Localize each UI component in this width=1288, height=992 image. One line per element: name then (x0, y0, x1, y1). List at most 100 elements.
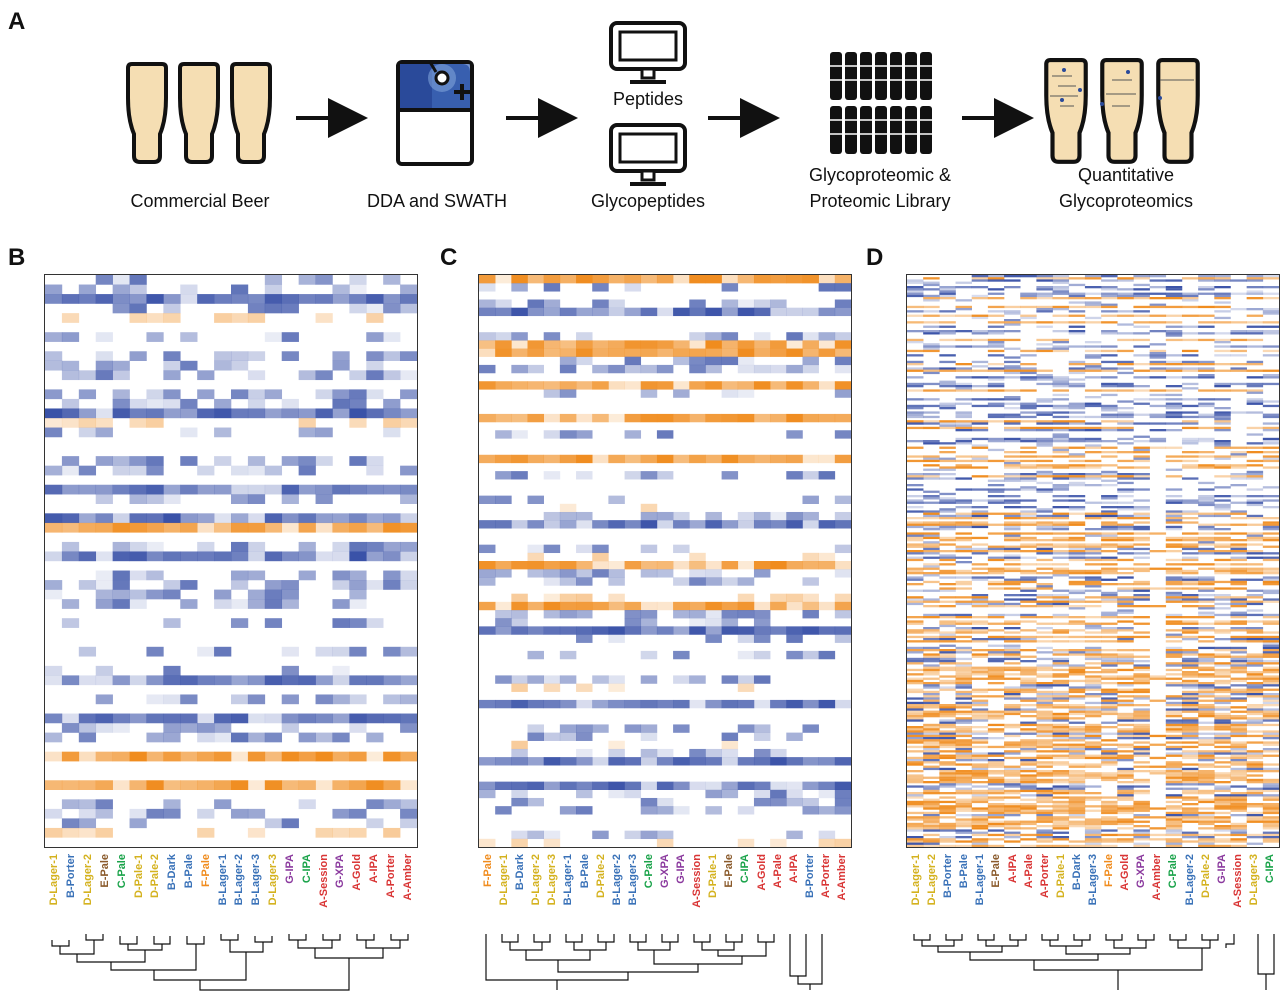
heatmap-cell (971, 730, 989, 733)
heatmap-cell (576, 610, 593, 619)
heatmap-cell (955, 376, 972, 379)
heatmap-cell (1052, 305, 1070, 309)
heatmap-cell (1214, 829, 1231, 832)
heatmap-cell (1214, 794, 1231, 797)
heatmap-cell (112, 751, 130, 762)
heatmap-cell (576, 781, 593, 790)
heatmap-cell (129, 570, 147, 581)
heatmap-cell (971, 598, 989, 601)
heatmap-cell (939, 785, 956, 788)
heatmap-cell (366, 389, 384, 400)
heatmap-cell (971, 800, 989, 804)
heatmap-cell (1052, 297, 1070, 300)
heatmap-cell (1230, 668, 1247, 672)
heatmap-cell (955, 646, 972, 650)
heatmap-cell (907, 341, 924, 344)
heatmap-cell (1036, 818, 1053, 821)
heatmap-cell (923, 572, 940, 575)
heatmap-cell (180, 713, 198, 724)
heatmap-cell (737, 781, 755, 790)
heatmap-cell (1262, 415, 1279, 419)
heatmap-cell (987, 728, 1005, 731)
heatmap-cell (1068, 301, 1086, 304)
heatmap-cell (1052, 635, 1070, 639)
heatmap-cell (129, 780, 147, 790)
heatmap-cell (1101, 761, 1118, 764)
heatmap-cell (689, 748, 706, 758)
heatmap-cell (1117, 684, 1134, 687)
heatmap-cell (61, 723, 80, 733)
heatmap-cell (1198, 710, 1215, 713)
heatmap-cell (1262, 459, 1279, 463)
heatmap-cell (146, 551, 164, 562)
heatmap-cell (971, 294, 989, 298)
heatmap-cell (1004, 462, 1021, 465)
heatmap-cell (1198, 818, 1215, 821)
heatmap-cell (1084, 798, 1102, 801)
heatmap-cell (1036, 726, 1053, 729)
heatmap-cell (1165, 752, 1183, 755)
heatmap-cell (907, 534, 924, 537)
heatmap-cell (1052, 803, 1070, 806)
heatmap-cell (95, 351, 113, 361)
heatmap-cell (1262, 556, 1279, 559)
heatmap-cell (1214, 301, 1231, 304)
heatmap-cell (1230, 321, 1247, 324)
heatmap-cell (907, 567, 924, 570)
heatmap-cell (1068, 512, 1086, 515)
heatmap-cell (939, 528, 956, 531)
heatmap-cell (923, 523, 940, 526)
heatmap-cell (1230, 602, 1247, 606)
heatmap-cell (923, 833, 940, 837)
heatmap-cell (247, 732, 266, 743)
heatmap-cell (939, 624, 956, 628)
heatmap-cell (987, 820, 1005, 823)
heatmap-cell (971, 774, 989, 777)
heatmap-cell (987, 671, 1005, 674)
heatmap-cell (1101, 321, 1118, 324)
heatmap-cell (907, 475, 924, 478)
heatmap-cell (383, 580, 401, 590)
heatmap-cell (1133, 754, 1150, 757)
heatmap-cell (1101, 305, 1118, 309)
heatmap-cell (1020, 473, 1037, 476)
heatmap-cell (1052, 761, 1070, 764)
heatmap-cell (1084, 569, 1102, 573)
heatmap-cell (802, 348, 819, 357)
heatmap-cell (923, 785, 940, 788)
heatmap-cell (1004, 649, 1021, 652)
heatmap-cell (1020, 598, 1037, 601)
heatmap-cell (1101, 675, 1118, 678)
heatmap-cell (939, 774, 956, 777)
heatmap-cell (349, 580, 367, 590)
heatmap-cell (1262, 770, 1279, 773)
heatmap-cell (939, 292, 956, 295)
heatmap-cell (1198, 675, 1215, 678)
heatmap-cell (955, 587, 972, 590)
heatmap-cell (802, 552, 819, 562)
heatmap-cell (1117, 501, 1134, 504)
heatmap-cell (1068, 798, 1086, 801)
heatmap-cell (511, 364, 528, 374)
heatmap-cell (1101, 389, 1118, 392)
heatmap-cell (1214, 664, 1231, 667)
heatmap-cell (45, 294, 63, 304)
heatmap-cell (939, 719, 956, 722)
heatmap-cell (1246, 360, 1264, 364)
heatmap-cell (955, 809, 972, 812)
heatmap-cell (1214, 662, 1231, 665)
heatmap-cell (834, 781, 851, 790)
heatmap-cell (366, 351, 384, 361)
heatmap-cell (1020, 437, 1037, 441)
heatmap-cell (1084, 838, 1102, 841)
heatmap-cell (1084, 653, 1102, 656)
heatmap-cell (298, 675, 316, 686)
heatmap-cell (1036, 369, 1053, 372)
heatmap-cell (1198, 686, 1215, 689)
heatmap-cell (1230, 455, 1247, 458)
heatmap-cell (1214, 466, 1231, 469)
heatmap-cell (1117, 558, 1134, 562)
heatmap-cell (527, 675, 544, 684)
heatmap-cell (971, 330, 989, 333)
heatmap-cell (1230, 567, 1247, 570)
